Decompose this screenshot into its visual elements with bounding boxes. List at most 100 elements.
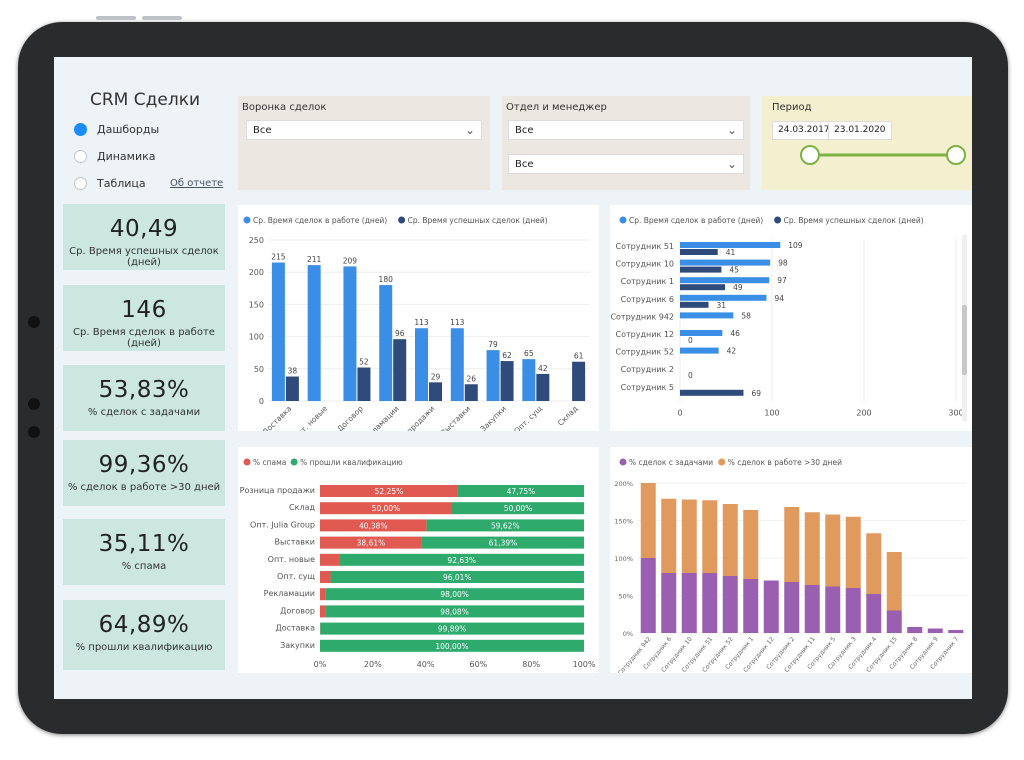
slider-end-handle[interactable] [946,145,966,165]
bar [415,328,428,401]
kpi-value: 99,36% [98,452,190,478]
period-start-date[interactable]: 24.03.2017 [772,121,836,140]
bar [948,630,964,633]
manager-select-value: Все [515,159,534,170]
x-tick-label: 200 [856,408,871,417]
kpi-card: 146 Ср. Время сделок в работе (дней) [63,285,225,351]
bar [866,594,882,633]
period-end-date[interactable]: 23.01.2020 [828,121,892,140]
y-tick-label: Сотрудник 942 [610,312,674,321]
manager-select[interactable]: Все ⌄ [508,154,744,174]
kpi-card: 99,36% % сделок в работе >30 дней [63,440,225,506]
bar [320,485,458,497]
y-tick-label: Опт. новые [268,555,315,564]
data-label: 209 [343,256,358,265]
legend-marker [290,458,298,466]
data-label: 69 [751,389,761,398]
x-tick-label: Опт. новые [291,404,329,431]
dashboard-screen: CRM Сделки Дашборды Динамика Таблица Об … [54,57,972,699]
nav-dashboards[interactable]: Дашборды [74,123,159,136]
x-tick-label: Договор [335,404,365,431]
dept-filter: Отдел и менеджер Все ⌄ Все ⌄ [502,96,750,190]
x-tick-label: 300 [948,408,963,417]
nav-table[interactable]: Таблица [74,177,146,190]
bar [804,585,820,633]
bar [307,265,321,401]
bar [702,573,718,633]
bar [330,571,584,583]
data-label: 96 [395,329,405,338]
tasks-overdue-chart: % сделок с задачами % сделок в работе >30… [614,458,966,677]
bar [452,502,584,515]
nav-dynamics[interactable]: Динамика [74,150,156,163]
y-tick-label: Склад [289,503,315,512]
y-tick-label: Сотрудник 51 [616,242,674,251]
radio-icon [74,177,87,190]
data-label: 41 [726,248,736,257]
data-label: 61,39% [489,539,518,548]
legend-label: Ср. Время сделок в работе (дней) [629,216,763,225]
bar [320,519,427,532]
y-tick-label: Доставка [275,624,315,633]
x-tick-label: 80% [522,660,540,669]
bar [825,514,841,587]
x-tick-label: 0 [677,408,682,417]
y-tick-label: Сотрудник 2 [621,365,674,374]
funnel-select[interactable]: Все ⌄ [246,120,482,140]
data-label: 42 [538,364,548,373]
legend-label: % сделок с задачами [629,458,713,467]
bar [661,573,677,633]
legend-marker [718,458,726,466]
bar [271,262,285,401]
kpi-card: 64,89% % прошли квалификацию [63,600,225,670]
bar [680,347,719,354]
y-tick-label: 0 [259,397,264,406]
bar [426,519,584,532]
data-label: 31 [717,301,727,310]
data-label: 38,61% [357,539,386,548]
period-slider[interactable] [762,139,972,175]
avg-time-by-employee-chart: Ср. Время сделок в работе (дней) Ср. Врем… [610,216,967,421]
bar [845,588,861,633]
data-label: 40,38% [359,521,388,530]
data-label: 47,75% [507,487,536,496]
y-tick-label: Сотрудник 6 [621,295,674,304]
data-label: 100,00% [435,642,468,651]
bar [680,389,744,396]
y-tick-label: Закупки [280,641,315,650]
kpi-value: 146 [121,297,167,323]
bar [320,622,584,635]
kpi-value: 64,89% [98,612,190,638]
kpi-card: 40,49 Ср. Время успешных сделок (дней) [63,204,225,270]
bar [784,582,800,633]
data-label: 38 [288,367,298,376]
data-label: 26 [467,374,477,383]
data-label: 113 [450,318,465,327]
legend-marker [243,458,251,466]
legend-label: % спама [253,458,286,467]
bar [680,294,767,301]
bar [907,627,923,633]
bar [536,373,550,401]
kpi-value: 35,11% [98,531,190,557]
kpi-label: Ср. Время сделок в работе (дней) [73,327,215,349]
chevron-down-icon: ⌄ [726,123,737,137]
data-label: 58 [741,311,751,320]
dept-select[interactable]: Все ⌄ [508,120,744,140]
bar [680,266,722,273]
data-label: 92,63% [447,556,476,565]
nav-label: Динамика [97,150,156,163]
slider-start-handle[interactable] [800,145,820,165]
kpi-label: % сделок в работе >30 дней [67,482,221,493]
legend-label: Ср. Время успешных сделок (дней) [784,216,924,225]
nav-label: Дашборды [97,123,160,136]
bar [320,536,422,549]
x-tick-label: 100% [573,660,596,669]
x-tick-label: Опт. сущ [512,404,544,431]
y-tick-label: 200% [614,480,633,488]
data-label: 49 [733,283,743,292]
data-label: 46 [730,329,740,338]
about-report-link[interactable]: Об отчете [170,178,224,189]
y-tick-label: 50 [254,365,264,374]
y-tick-label: Сотрудник 1 [621,277,674,286]
